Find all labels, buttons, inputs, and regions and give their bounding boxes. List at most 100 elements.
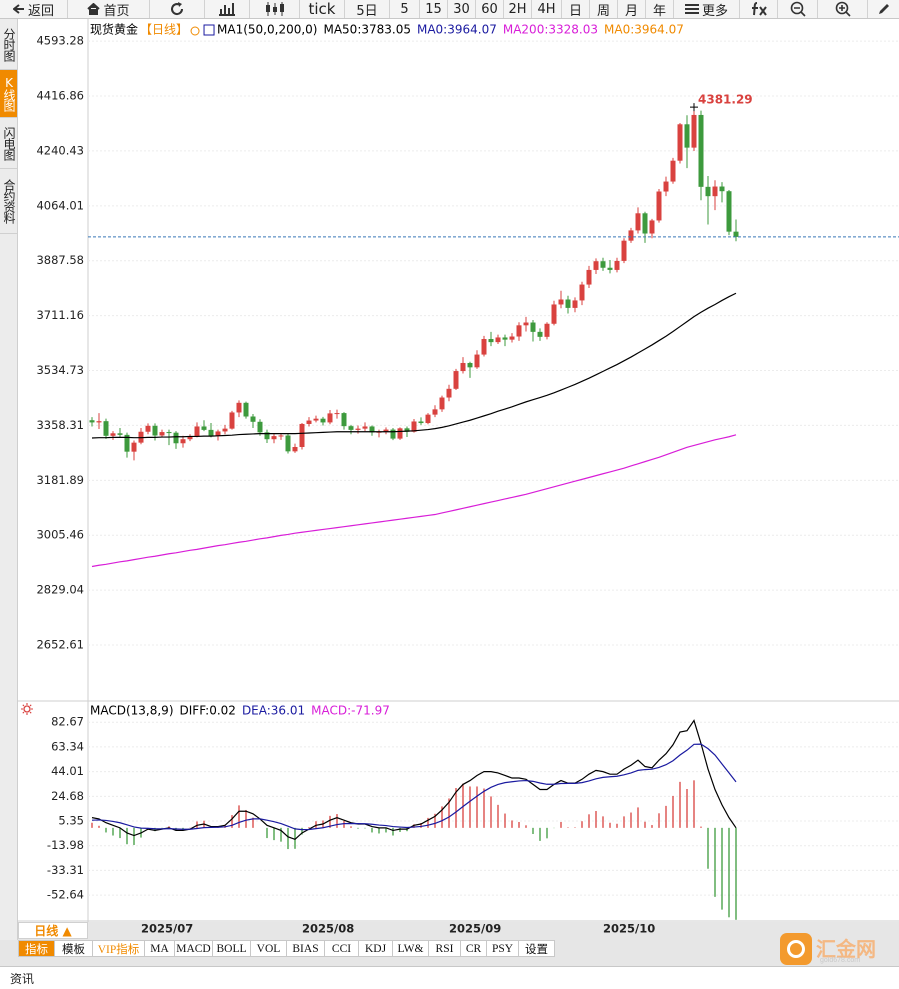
sidebar-tab[interactable]: 闪电图 [0,118,17,169]
period-button[interactable]: 年 [646,0,674,19]
indicator-tab[interactable]: CCI [325,940,359,957]
y-tick-label: -52.64 [47,888,84,902]
candle-body [635,213,641,231]
period-label: 60 [481,1,498,17]
candle-button[interactable] [250,0,300,18]
candle-body [257,421,263,433]
home-button[interactable]: 首页 [68,0,150,19]
period-button[interactable]: tick [300,0,345,18]
candle-body [89,420,95,423]
candle-body [656,191,662,221]
indicator-tab[interactable]: RSI [429,940,461,957]
candle-body [684,124,690,148]
y-tick-label: 44.01 [51,764,84,778]
period-button[interactable]: 周 [590,0,618,19]
zoom-out-button[interactable] [778,0,818,18]
back-button[interactable]: 返回 [0,0,68,19]
more-button[interactable]: 更多 [674,0,740,19]
candle-body [523,322,529,326]
y-tick-label: 3181.89 [36,473,84,487]
indicator-tab[interactable]: BOLL [213,940,251,957]
period-button[interactable]: 15 [420,0,448,18]
candle-body [467,362,473,368]
candle-body [124,434,130,452]
refresh-button[interactable] [150,0,205,18]
indicator-icon[interactable] [21,703,33,715]
indicator-tab[interactable]: 指标 [18,940,55,957]
candle-body [516,325,522,337]
candle-body [229,412,235,429]
legend-entry: MA50:3783.05 [323,23,411,37]
sidebar-tab[interactable]: 分时图 [0,19,17,70]
period-selector[interactable]: 日线 ▲ [18,922,88,939]
zoom-in-button[interactable] [818,0,868,18]
candle-body [572,300,578,308]
candle-body [404,428,410,432]
candle-body [271,436,277,440]
sidebar-tab[interactable]: 合约资料 [0,169,17,234]
candle-body [355,428,361,430]
candle-body [313,418,319,421]
candle-body [474,354,480,368]
sidebar-tab[interactable]: K线图 [0,70,17,118]
indicator-tab[interactable]: MACD [175,940,213,957]
chart-subtitle: 【日线】 [140,23,188,37]
candle-body [481,339,487,355]
candle-body [642,213,648,234]
indicator-tab[interactable]: LW& [393,940,429,957]
candle-body [530,322,536,332]
indicator-tab[interactable]: PSY [487,940,519,957]
candle-body [159,432,165,436]
period-button[interactable]: 2H [504,0,532,18]
legend-entry: MA200:3328.03 [503,23,598,37]
x-tick-label: 2025/10 [603,922,655,936]
candle-body [341,413,347,427]
candle-body [726,191,732,232]
indicator-tab[interactable]: KDJ [359,940,393,957]
candle-body [166,432,172,434]
period-button[interactable]: 60 [476,0,504,18]
indicator-tab[interactable]: 设置 [519,940,555,957]
candle-body [173,432,179,444]
logo-name: 汇金网 [816,937,876,961]
period-button[interactable]: 5 [390,0,420,18]
period-button[interactable]: 月 [618,0,646,19]
indicator-tab[interactable]: VIP指标 [93,940,145,957]
legend-entry: MA0:3964.07 [604,23,684,37]
candle-body [264,432,270,440]
candle-body [152,425,158,436]
candle-body [544,323,550,337]
candle-body [201,426,207,430]
period-label: 月 [624,3,638,19]
formula-button[interactable] [740,0,778,18]
indicator-tab[interactable]: MA [145,940,175,957]
indicator-tab[interactable]: BIAS [287,940,325,957]
more-label: 更多 [701,3,728,19]
period-button[interactable]: 4H [532,0,562,18]
candle-body [621,240,627,261]
period-button[interactable]: 日 [562,0,590,19]
candle-body [614,260,620,270]
period-label: 2H [508,1,527,17]
candle-body [446,388,452,398]
period-button[interactable]: 5日 [345,0,390,19]
candle-body [208,429,214,436]
candle-body [187,436,193,440]
candle-body [285,435,291,452]
sidebar: 分时图 K线图 闪电图 合约资料 [0,19,18,940]
indicator-tab[interactable]: 模板 [55,940,93,957]
footer-tab[interactable]: 资讯 [10,972,35,986]
y-tick-label: 82.67 [51,715,84,729]
period-button[interactable]: 30 [448,0,476,18]
chart-type-button[interactable] [205,0,250,18]
period-label: 日 [568,3,582,19]
indicator-tab[interactable]: CR [461,940,487,957]
candle-body [698,114,704,187]
candle-body [495,337,501,343]
y-tick-label: 4593.28 [36,34,84,48]
draw-button[interactable] [868,0,899,18]
candle-body [649,220,655,234]
indicator-tab[interactable]: VOL [251,940,287,957]
moving-average-line [91,434,737,568]
candle-body [145,425,151,432]
